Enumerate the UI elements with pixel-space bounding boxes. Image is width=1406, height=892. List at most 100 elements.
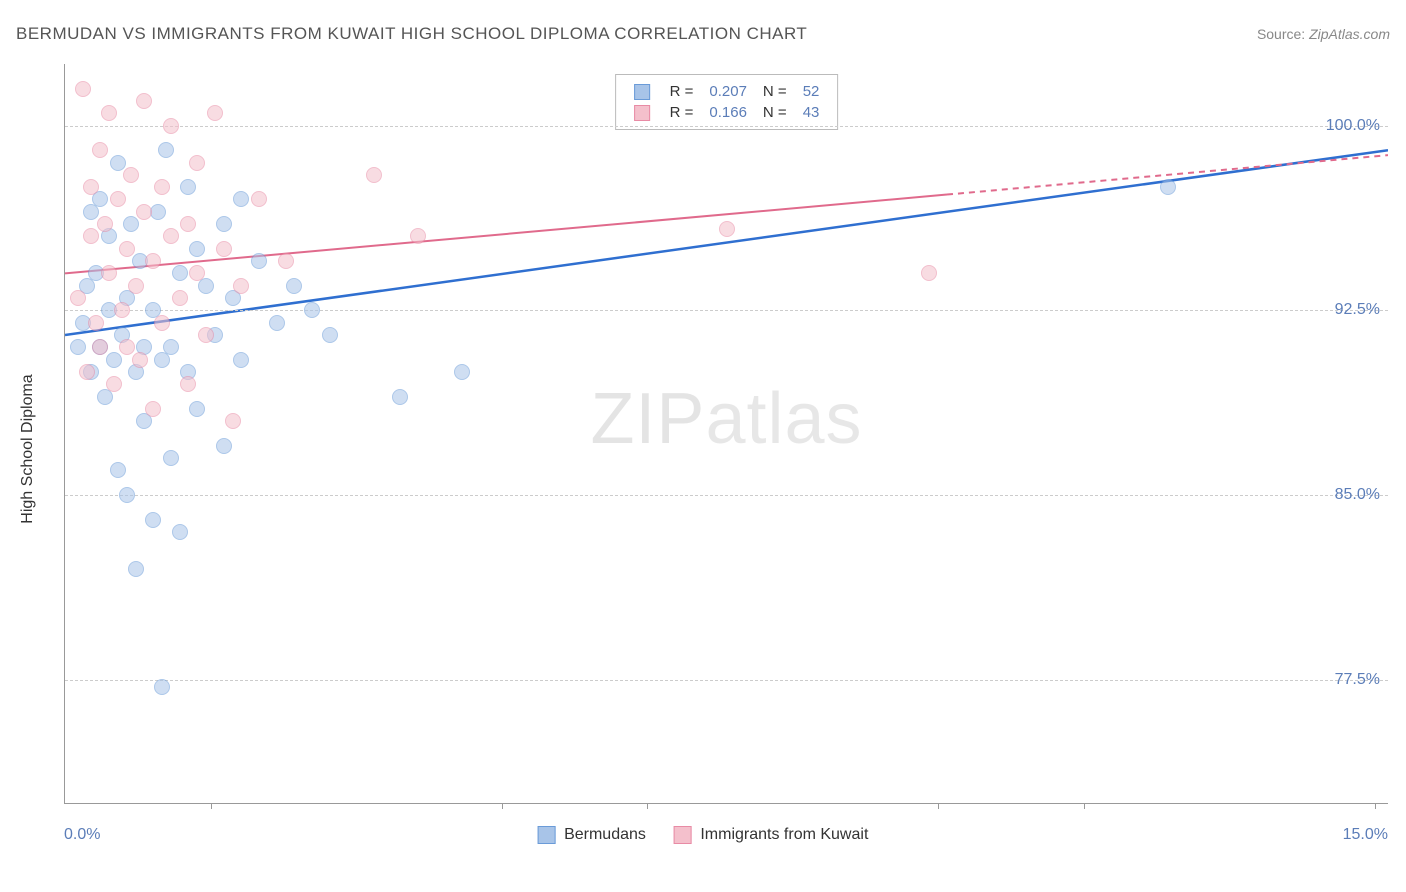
data-point xyxy=(119,487,135,503)
x-axis-max-label: 15.0% xyxy=(1343,826,1388,844)
legend-row: R =0.207N =52 xyxy=(626,81,828,102)
legend-row: R =0.166N =43 xyxy=(626,102,828,123)
grid-line xyxy=(65,495,1388,496)
y-tick-label: 92.5% xyxy=(1335,301,1380,319)
legend-item: Bermudans xyxy=(538,826,646,844)
legend-label: Immigrants from Kuwait xyxy=(700,826,868,843)
x-tick xyxy=(502,803,503,809)
n-value: 52 xyxy=(795,81,828,102)
n-label: N = xyxy=(755,81,795,102)
data-point xyxy=(92,339,108,355)
data-point xyxy=(322,327,338,343)
grid-line xyxy=(65,310,1388,311)
data-point xyxy=(269,315,285,331)
y-tick-label: 77.5% xyxy=(1335,671,1380,689)
x-tick xyxy=(1375,803,1376,809)
data-point xyxy=(101,105,117,121)
n-label: N = xyxy=(755,102,795,123)
data-point xyxy=(189,241,205,257)
data-point xyxy=(233,352,249,368)
data-point xyxy=(70,339,86,355)
r-value: 0.207 xyxy=(701,81,755,102)
data-point xyxy=(189,265,205,281)
legend-swatch xyxy=(634,105,650,121)
correlation-legend: R =0.207N =52R =0.166N =43 xyxy=(615,74,839,130)
data-point xyxy=(172,265,188,281)
data-point xyxy=(145,401,161,417)
data-point xyxy=(128,561,144,577)
data-point xyxy=(154,179,170,195)
data-point xyxy=(172,524,188,540)
data-point xyxy=(233,191,249,207)
data-point xyxy=(286,278,302,294)
data-point xyxy=(136,204,152,220)
r-label: R = xyxy=(662,102,702,123)
y-tick-label: 100.0% xyxy=(1326,117,1380,135)
legend-item: Immigrants from Kuwait xyxy=(674,826,869,844)
data-point xyxy=(278,253,294,269)
data-point xyxy=(216,241,232,257)
data-point xyxy=(114,302,130,318)
data-point xyxy=(154,679,170,695)
data-point xyxy=(75,81,91,97)
data-point xyxy=(92,142,108,158)
n-value: 43 xyxy=(795,102,828,123)
r-label: R = xyxy=(662,81,702,102)
data-point xyxy=(366,167,382,183)
data-point xyxy=(251,191,267,207)
data-point xyxy=(110,462,126,478)
data-point xyxy=(392,389,408,405)
chart-container: High School Diploma ZIPatlas R =0.207N =… xyxy=(18,54,1388,844)
legend-swatch xyxy=(538,826,556,844)
source-prefix: Source: xyxy=(1257,26,1309,42)
data-point xyxy=(719,221,735,237)
source-link[interactable]: ZipAtlas.com xyxy=(1309,26,1390,42)
correlation-legend-table: R =0.207N =52R =0.166N =43 xyxy=(626,81,828,123)
x-tick xyxy=(1084,803,1085,809)
plot-area: ZIPatlas R =0.207N =52R =0.166N =43 100.… xyxy=(64,64,1388,804)
data-point xyxy=(145,512,161,528)
chart-title: BERMUDAN VS IMMIGRANTS FROM KUWAIT HIGH … xyxy=(16,24,807,44)
data-point xyxy=(101,265,117,281)
grid-line xyxy=(65,680,1388,681)
trend-lines-svg xyxy=(65,64,1388,803)
data-point xyxy=(233,278,249,294)
legend-swatch xyxy=(634,84,650,100)
data-point xyxy=(180,216,196,232)
data-point xyxy=(251,253,267,269)
data-point xyxy=(410,228,426,244)
data-point xyxy=(163,118,179,134)
data-point xyxy=(154,315,170,331)
data-point xyxy=(921,265,937,281)
watermark-part2: atlas xyxy=(705,379,862,459)
legend-swatch xyxy=(674,826,692,844)
data-point xyxy=(123,216,139,232)
data-point xyxy=(79,364,95,380)
data-point xyxy=(216,216,232,232)
data-point xyxy=(180,179,196,195)
data-point xyxy=(110,155,126,171)
data-point xyxy=(83,228,99,244)
data-point xyxy=(172,290,188,306)
watermark: ZIPatlas xyxy=(590,378,862,460)
r-value: 0.166 xyxy=(701,102,755,123)
data-point xyxy=(88,315,104,331)
data-point xyxy=(119,241,135,257)
data-point xyxy=(225,413,241,429)
legend-label: Bermudans xyxy=(564,826,646,843)
y-axis-title: High School Diploma xyxy=(19,374,37,523)
x-tick xyxy=(647,803,648,809)
data-point xyxy=(119,339,135,355)
x-tick xyxy=(938,803,939,809)
y-tick-label: 85.0% xyxy=(1335,486,1380,504)
data-point xyxy=(106,352,122,368)
data-point xyxy=(189,155,205,171)
data-point xyxy=(136,93,152,109)
grid-line xyxy=(65,126,1388,127)
data-point xyxy=(123,167,139,183)
data-point xyxy=(128,278,144,294)
data-point xyxy=(97,216,113,232)
watermark-part1: ZIP xyxy=(590,379,705,459)
data-point xyxy=(163,339,179,355)
x-axis-min-label: 0.0% xyxy=(64,826,100,844)
